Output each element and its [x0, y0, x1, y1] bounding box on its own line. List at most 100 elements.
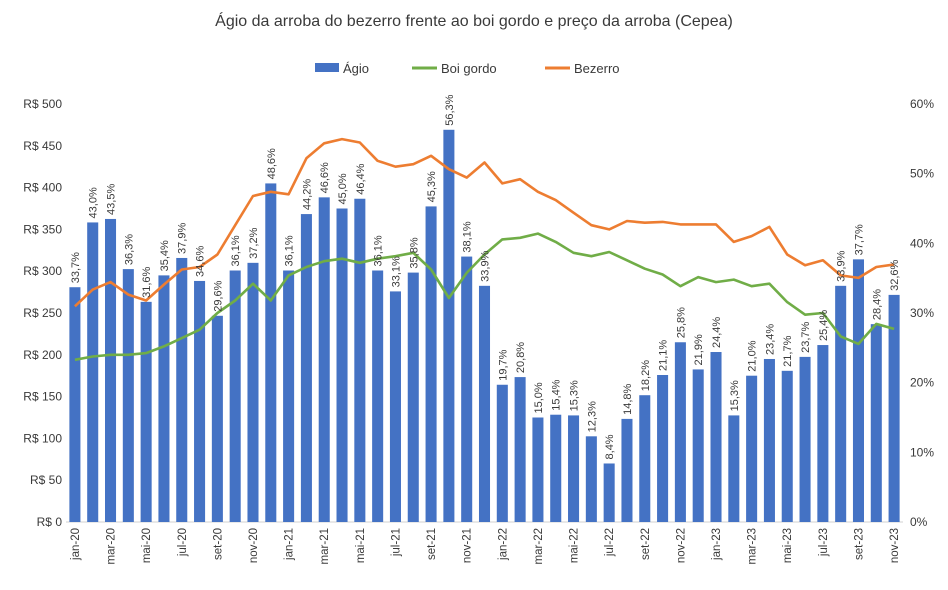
x-tick-label: nov-20	[248, 528, 260, 563]
x-tick-label: jan-21	[284, 528, 296, 561]
agio-bar	[639, 395, 651, 522]
legend: Ágio Boi gordo Bezerro	[315, 61, 620, 76]
agio-data-label: 46,6%	[319, 162, 331, 193]
x-tick-label: jan-23	[711, 528, 723, 561]
agio-bar	[443, 129, 455, 522]
agio-data-label: 20,8%	[515, 342, 527, 373]
agio-data-label: 37,9%	[177, 223, 189, 254]
agio-data-label: 33,1%	[390, 256, 402, 287]
agio-bar	[817, 345, 829, 522]
agio-bar	[514, 377, 526, 522]
agio-data-label: 23,7%	[800, 321, 812, 352]
agio-data-label: 43,0%	[88, 187, 100, 218]
agio-bar	[389, 291, 401, 522]
agio-bar	[229, 270, 241, 522]
y-left-tick-label: R$ 250	[23, 306, 62, 320]
x-tick-label: set-20	[212, 528, 224, 560]
agio-data-label: 45,3%	[426, 171, 438, 202]
agio-data-label: 25,4%	[818, 310, 830, 341]
agio-bar	[550, 414, 562, 522]
price-lines	[74, 137, 895, 362]
agio-bar	[728, 415, 740, 522]
x-tick-label: nov-22	[675, 528, 687, 563]
boi-gordo-line	[74, 232, 895, 362]
agio-bar	[674, 342, 686, 522]
agio-data-label: 21,7%	[782, 335, 794, 366]
agio-bar	[835, 285, 847, 522]
x-tick-label: set-23	[853, 528, 865, 560]
y-right-tick-label: 0%	[910, 515, 928, 529]
x-tick-label: nov-23	[889, 528, 901, 563]
agio-bar	[710, 352, 722, 522]
agio-bar	[283, 270, 295, 522]
y-left-tick-label: R$ 400	[23, 181, 62, 195]
agio-bar	[158, 275, 170, 522]
agio-data-label: 29,6%	[212, 280, 224, 311]
x-tick-label: jan-22	[497, 528, 509, 561]
bezerro-line	[74, 137, 895, 308]
agio-data-label: 18,2%	[640, 360, 652, 391]
agio-bar	[870, 324, 882, 522]
legend-item-agio: Ágio	[315, 61, 369, 76]
x-tick-label: nov-21	[462, 528, 474, 563]
agio-data-label: 36,1%	[373, 235, 385, 266]
agio-data-label: 48,6%	[266, 148, 278, 179]
y-right-tick-label: 40%	[910, 236, 934, 250]
x-tick-label: set-21	[426, 528, 438, 560]
legend-item-boi-gordo: Boi gordo	[412, 61, 497, 76]
agio-data-label: 56,3%	[444, 94, 456, 125]
y-left-tick-label: R$ 350	[23, 222, 62, 236]
agio-bar	[194, 280, 206, 522]
x-tick-label: mai-22	[569, 528, 581, 563]
y-left-tick-label: R$ 0	[37, 515, 63, 529]
agio-bar	[87, 222, 99, 522]
y-left-tick-label: R$ 300	[23, 264, 62, 278]
y-axis-right: 0% 10% 20% 30% 40% 50% 60%	[910, 97, 934, 529]
agio-bar	[621, 418, 633, 522]
agio-bar	[300, 214, 312, 522]
agio-bar	[496, 384, 508, 522]
agio-bar	[461, 256, 473, 522]
agio-data-labels: 33,7% 43,0% 43,5% 36,3% 31,6% 35,4% 37,9% 34,6%…	[70, 94, 901, 459]
y-right-tick-label: 50%	[910, 167, 934, 181]
agio-bar	[211, 315, 223, 522]
agio-data-label: 15,4%	[551, 379, 563, 410]
agio-bar	[532, 417, 544, 522]
y-left-tick-label: R$ 200	[23, 348, 62, 362]
agio-bar	[318, 197, 330, 522]
agio-bar	[692, 369, 704, 522]
agio-bar	[407, 272, 419, 522]
legend-swatch-agio	[315, 63, 339, 72]
x-tick-label: mai-20	[141, 528, 153, 563]
agio-bar	[140, 301, 152, 522]
y-left-tick-label: R$ 500	[23, 97, 62, 111]
agio-data-label: 45,0%	[337, 173, 349, 204]
x-tick-label: set-22	[640, 528, 652, 560]
x-tick-label: mar-23	[747, 528, 759, 564]
y-left-tick-label: R$ 150	[23, 390, 62, 404]
agio-data-label: 31,6%	[141, 266, 153, 297]
y-right-tick-label: 60%	[910, 97, 934, 111]
agio-data-label: 19,7%	[497, 349, 509, 380]
x-tick-label: jul-21	[390, 528, 402, 557]
agio-data-label: 43,5%	[106, 184, 118, 215]
agio-data-label: 12,3%	[586, 401, 598, 432]
agio-data-label: 46,4%	[355, 163, 367, 194]
agio-data-label: 38,1%	[462, 221, 474, 252]
y-left-tick-label: R$ 50	[30, 473, 62, 487]
x-axis: jan-20 mar-20 mai-20 jul-20 set-20 nov-20 jan-…	[70, 528, 901, 564]
legend-item-bezerro: Bezerro	[545, 61, 620, 76]
x-tick-label: mai-23	[782, 528, 794, 563]
y-right-tick-label: 10%	[910, 445, 934, 459]
agio-data-label: 35,4%	[159, 240, 171, 271]
legend-label-agio: Ágio	[343, 61, 369, 76]
agio-bar	[746, 375, 758, 522]
agio-bar	[69, 287, 81, 522]
agio-data-label: 28,4%	[871, 289, 883, 320]
agio-bar	[425, 206, 437, 522]
agio-data-label: 33,7%	[70, 252, 82, 283]
x-tick-label: mar-20	[106, 528, 118, 564]
agio-data-label: 37,2%	[248, 227, 260, 258]
agio-data-label: 14,8%	[622, 383, 634, 414]
